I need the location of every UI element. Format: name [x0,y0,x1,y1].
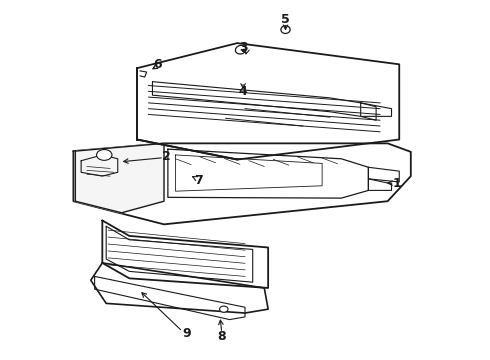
Text: 3: 3 [239,41,247,54]
Text: 7: 7 [195,174,203,186]
Ellipse shape [281,26,290,33]
Polygon shape [137,43,399,159]
Text: 8: 8 [218,330,226,343]
Text: 6: 6 [153,58,161,71]
Text: 9: 9 [183,327,192,339]
Polygon shape [102,220,268,288]
Polygon shape [74,143,411,224]
Text: 2: 2 [162,150,171,163]
Ellipse shape [220,306,228,312]
Polygon shape [91,263,268,313]
Text: 1: 1 [393,177,402,190]
Polygon shape [75,143,164,213]
Ellipse shape [97,149,112,160]
Text: 4: 4 [239,85,247,98]
Text: 5: 5 [281,13,290,26]
Ellipse shape [235,45,246,54]
